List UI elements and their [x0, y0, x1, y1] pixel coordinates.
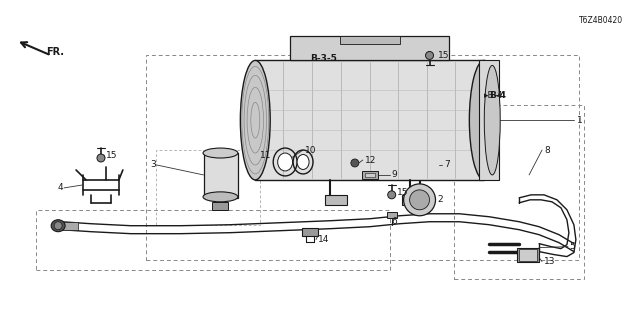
Text: T6Z4B0420: T6Z4B0420	[579, 16, 623, 25]
Text: 8: 8	[544, 146, 550, 155]
Bar	[302, 228, 318, 236]
Bar	[36, 210, 390, 269]
Ellipse shape	[51, 220, 65, 232]
Ellipse shape	[241, 60, 270, 180]
Bar	[340, 36, 399, 44]
Ellipse shape	[203, 192, 238, 202]
Text: 9: 9	[392, 171, 397, 180]
Text: 15: 15	[397, 188, 408, 197]
Circle shape	[410, 190, 429, 210]
Bar	[212, 202, 228, 210]
Text: FR.: FR.	[46, 47, 64, 58]
Bar	[290, 36, 449, 60]
Ellipse shape	[297, 155, 309, 170]
Bar	[204, 153, 238, 198]
Text: B-3-5: B-3-5	[310, 54, 337, 63]
Text: 7: 7	[444, 160, 450, 170]
Text: 10: 10	[305, 146, 317, 155]
Text: 15: 15	[106, 150, 117, 160]
Text: 15: 15	[438, 51, 449, 60]
Bar	[365, 173, 375, 177]
Circle shape	[388, 191, 396, 199]
Text: 3: 3	[150, 160, 156, 170]
Text: 13: 13	[544, 257, 556, 266]
Circle shape	[426, 52, 433, 60]
Ellipse shape	[469, 60, 499, 180]
Text: 5: 5	[569, 242, 575, 251]
Bar	[519, 249, 537, 260]
Text: 14: 14	[318, 235, 330, 244]
Bar	[387, 212, 397, 218]
Bar	[156, 150, 260, 225]
Circle shape	[97, 154, 105, 162]
Ellipse shape	[54, 222, 62, 230]
Ellipse shape	[278, 153, 292, 171]
Bar	[517, 248, 539, 261]
Text: 12: 12	[365, 156, 376, 164]
Text: 6: 6	[392, 217, 397, 226]
Bar	[479, 60, 499, 180]
Bar	[325, 195, 347, 205]
Bar	[454, 105, 584, 279]
Bar	[255, 60, 484, 180]
Text: B-4: B-4	[489, 91, 506, 100]
Bar	[146, 55, 579, 260]
Circle shape	[351, 159, 359, 167]
Text: 11: 11	[260, 150, 272, 160]
Circle shape	[404, 184, 435, 216]
Bar	[58, 222, 78, 230]
Bar	[362, 171, 378, 179]
Ellipse shape	[484, 65, 500, 175]
Text: 1: 1	[577, 116, 582, 125]
Text: 2: 2	[438, 195, 443, 204]
Ellipse shape	[203, 148, 238, 158]
Text: ▸B-4: ▸B-4	[484, 91, 504, 100]
Bar	[402, 195, 424, 205]
Text: 4: 4	[58, 183, 63, 192]
